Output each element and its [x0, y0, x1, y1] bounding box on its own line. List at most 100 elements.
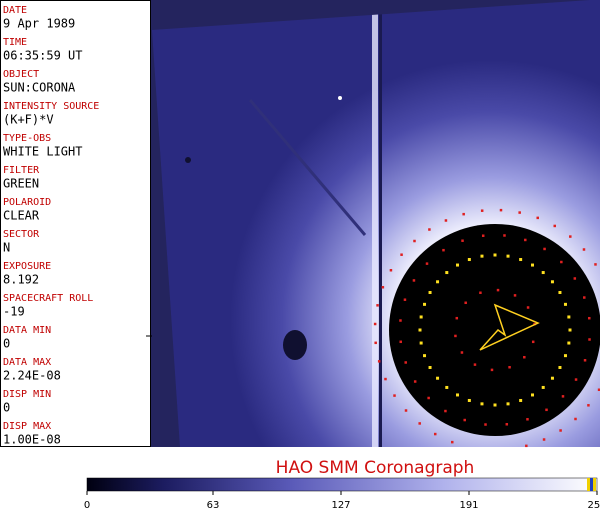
marker	[573, 277, 577, 280]
marker	[373, 322, 377, 326]
field-label: FILTER	[3, 165, 40, 176]
field-value: N	[3, 241, 10, 255]
field-label: EXPOSURE	[3, 261, 51, 272]
marker	[418, 328, 422, 332]
colorbar-end	[590, 478, 593, 491]
marker	[559, 429, 562, 432]
marker	[480, 254, 484, 258]
marker	[445, 385, 449, 389]
marker	[403, 298, 407, 301]
marker	[543, 247, 546, 251]
marker	[456, 393, 459, 397]
marker	[560, 260, 563, 264]
marker	[413, 380, 417, 383]
marker	[428, 366, 432, 369]
marker	[464, 301, 467, 305]
marker	[597, 388, 600, 392]
marker	[480, 402, 484, 406]
marker	[582, 248, 586, 251]
field-value: SUN:CORONA	[3, 81, 76, 95]
colorbar-tick-label: 255	[587, 500, 600, 511]
region-outline	[479, 303, 540, 351]
marker	[445, 271, 449, 275]
marker	[374, 341, 377, 345]
marker	[493, 253, 497, 257]
marker	[404, 409, 408, 412]
field-label: INTENSITY SOURCE	[3, 101, 99, 112]
marker	[531, 340, 535, 344]
marker	[389, 268, 393, 272]
marker	[541, 385, 545, 389]
field-value: WHITE LIGHT	[3, 145, 82, 159]
field-value: -19	[3, 305, 25, 319]
marker	[519, 258, 523, 262]
field-value: 1.00E-08	[3, 433, 61, 447]
field-label: DISP MAX	[3, 421, 51, 432]
marker	[587, 404, 590, 407]
marker	[444, 409, 447, 413]
marker	[462, 212, 465, 216]
marker	[569, 235, 572, 238]
marker	[583, 359, 587, 362]
marker	[413, 239, 416, 243]
marker	[550, 280, 554, 284]
marker	[541, 271, 545, 275]
overlay-markers	[373, 208, 600, 448]
marker	[493, 403, 497, 407]
marker	[425, 262, 429, 265]
marker	[463, 418, 466, 422]
field-value: CLEAR	[3, 209, 40, 223]
marker	[594, 263, 597, 266]
marker	[553, 224, 557, 228]
marker	[400, 253, 403, 256]
marker	[418, 422, 421, 425]
field-value: 0	[3, 401, 10, 415]
marker	[480, 209, 484, 212]
marker	[519, 398, 523, 402]
marker	[531, 393, 534, 397]
marker	[567, 341, 571, 345]
marker	[436, 376, 440, 380]
marker	[506, 254, 510, 258]
field-value: 8.192	[3, 273, 39, 287]
field-value: (K+F)*V	[3, 113, 54, 127]
marker	[412, 279, 416, 282]
marker	[525, 444, 528, 448]
marker	[513, 294, 517, 297]
colorbar-tick-label: 127	[331, 500, 350, 511]
marker	[574, 417, 577, 421]
field-label: SPACECRAFT ROLL	[3, 293, 93, 304]
marker	[526, 418, 529, 421]
field-label: DATE	[3, 5, 27, 16]
marker	[454, 334, 457, 338]
marker	[518, 211, 521, 214]
colorbar-tick-label: 63	[207, 500, 220, 511]
marker	[436, 280, 440, 284]
title: HAO SMM Coronagraph	[276, 458, 475, 478]
marker	[563, 302, 567, 306]
field-value: 9 Apr 1989	[3, 17, 75, 31]
marker	[496, 288, 500, 292]
field-label: DATA MAX	[3, 357, 51, 368]
marker	[574, 378, 578, 381]
field-label: POLAROID	[3, 197, 51, 208]
marker	[568, 328, 572, 332]
marker	[523, 355, 526, 359]
marker	[381, 286, 385, 289]
marker	[428, 291, 432, 294]
marker	[399, 319, 402, 322]
marker	[473, 363, 477, 366]
marker	[404, 361, 407, 364]
marker	[423, 302, 427, 306]
marker	[499, 208, 503, 212]
field-value: 0	[3, 337, 10, 351]
marker	[558, 366, 562, 369]
field-label: TIME	[3, 37, 27, 48]
marker	[384, 377, 387, 381]
field-value: GREEN	[3, 177, 39, 191]
marker	[481, 234, 485, 237]
marker	[479, 291, 482, 295]
marker	[506, 402, 510, 406]
marker	[588, 316, 591, 320]
